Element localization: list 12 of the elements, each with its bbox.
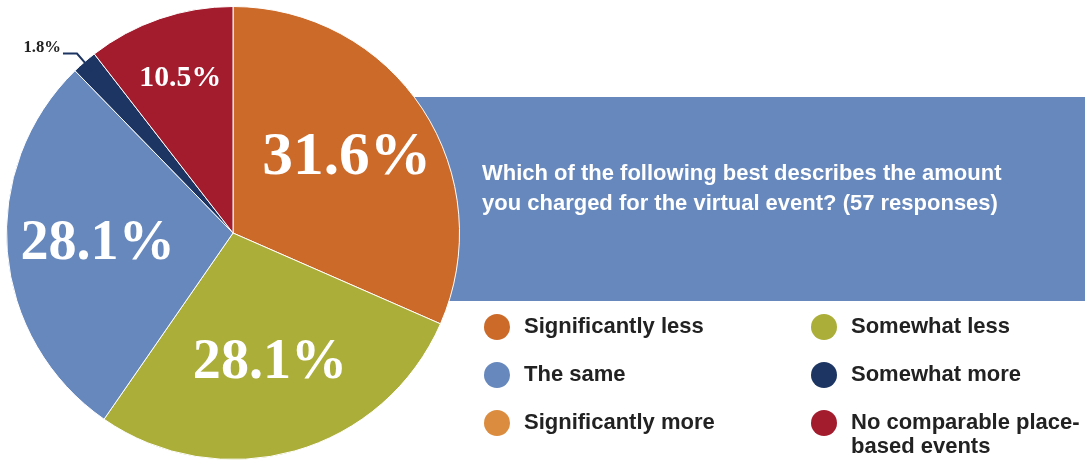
text: Which of the following best describes the amount you charged for the virtual event? (57 responses) xyxy=(482,159,1003,217)
data-label: 28.1% xyxy=(20,208,175,271)
legend-label: Significantly more xyxy=(524,409,715,434)
legend-label: No comparable place-based events xyxy=(851,409,1081,458)
legend-label: Somewhat more xyxy=(851,361,1021,386)
legend-label: Somewhat less xyxy=(851,313,1010,338)
legend-label: Significantly less xyxy=(524,313,704,338)
data-label: 10.5% xyxy=(139,59,222,93)
data-label: 31.6% xyxy=(262,119,432,188)
data-label: 1.8% xyxy=(23,36,61,56)
data-label: 28.1% xyxy=(192,328,348,391)
legend-label: The same xyxy=(524,361,626,386)
